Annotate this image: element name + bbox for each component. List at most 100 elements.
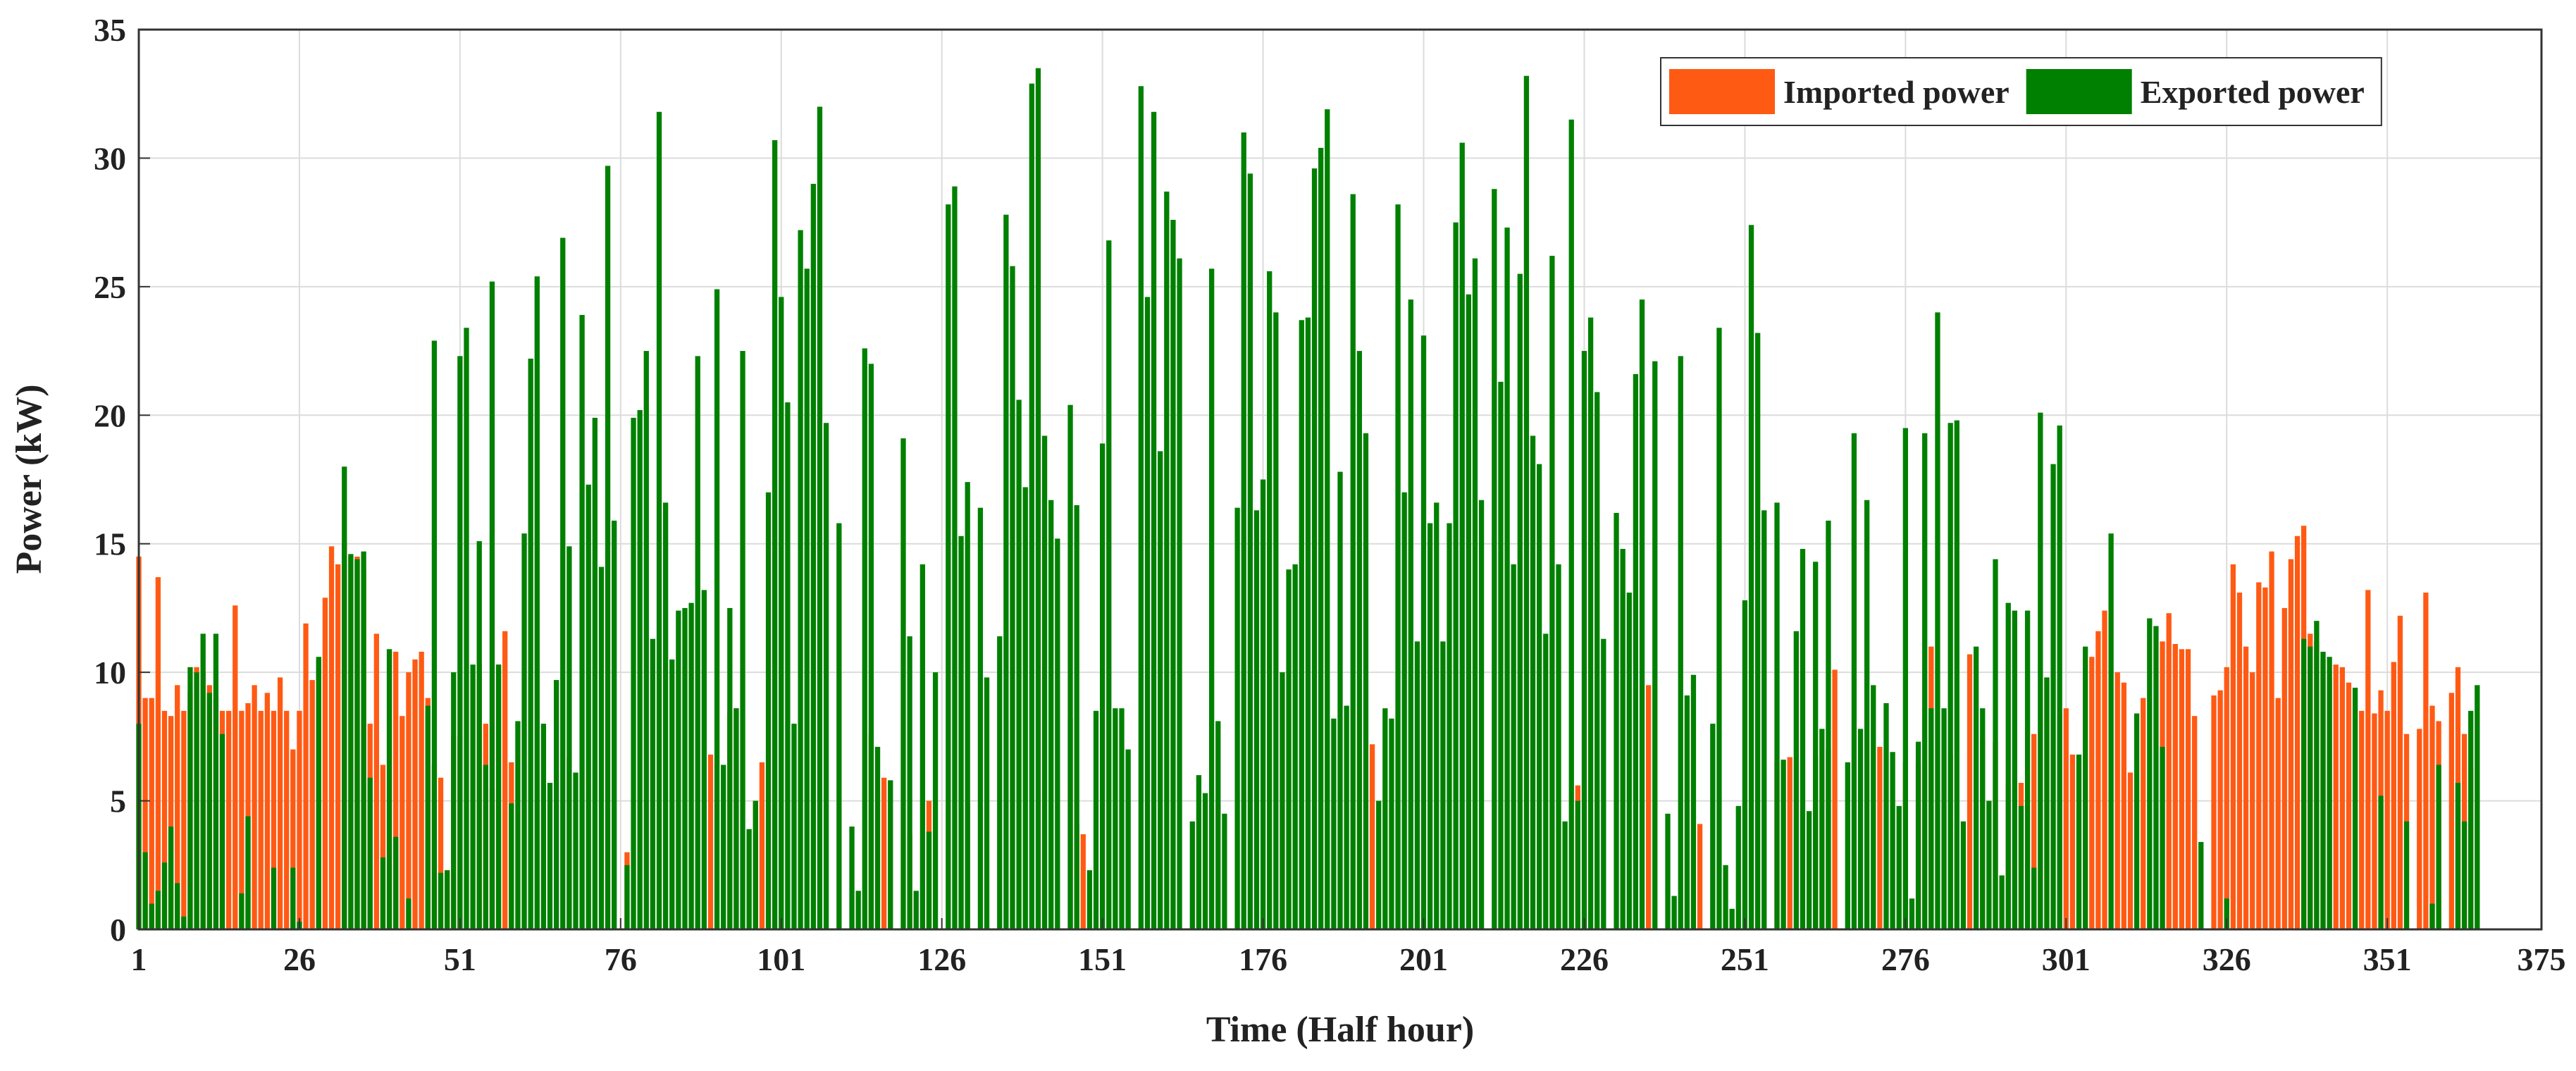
bar	[984, 677, 990, 929]
bar	[2314, 621, 2320, 929]
bar	[1389, 718, 1394, 929]
x-tick-label: 126	[917, 941, 966, 977]
x-tick-label: 151	[1078, 941, 1127, 977]
x-tick-label: 301	[2042, 941, 2091, 977]
bar	[1755, 333, 1761, 929]
bar	[1928, 708, 1934, 929]
bar	[168, 716, 174, 929]
y-tick-label: 10	[94, 655, 126, 691]
bar	[2448, 693, 2454, 929]
bar	[1986, 800, 1992, 929]
bar	[977, 507, 984, 929]
bar	[342, 466, 347, 929]
bar	[1652, 361, 1658, 929]
bar	[1723, 865, 1728, 929]
bar	[663, 502, 669, 929]
bar	[1761, 510, 1767, 929]
bar	[271, 710, 277, 929]
bar	[1125, 749, 1131, 929]
bar	[1877, 746, 1883, 929]
bar	[2063, 708, 2069, 929]
bar	[1267, 271, 1272, 930]
bar	[457, 356, 463, 930]
bar	[2224, 898, 2229, 929]
bar	[142, 852, 148, 929]
bar	[2057, 425, 2062, 929]
bar	[393, 651, 399, 929]
bar	[1164, 191, 1170, 929]
bar	[1967, 654, 1973, 929]
bar	[2359, 710, 2365, 929]
bar	[1781, 760, 1786, 929]
bar	[804, 268, 810, 929]
bar	[1395, 204, 1401, 930]
bar	[1414, 641, 1420, 929]
bar	[779, 297, 784, 929]
y-axis-title: Power (kW)	[9, 384, 49, 574]
bar	[2024, 610, 2031, 929]
bar	[2475, 685, 2480, 929]
bar	[2050, 464, 2056, 929]
bar	[637, 409, 643, 929]
bar	[1568, 119, 1574, 930]
bar	[946, 204, 951, 930]
legend-box	[1660, 57, 2382, 126]
bar	[175, 685, 180, 929]
bar	[1331, 718, 1337, 929]
bar	[1684, 695, 1690, 929]
bar	[1222, 813, 1227, 929]
bar	[226, 710, 232, 929]
bar	[1511, 564, 1516, 929]
bar	[836, 523, 842, 929]
bar	[168, 827, 174, 929]
bar	[1871, 685, 1876, 929]
bar	[2121, 682, 2126, 929]
bar	[740, 351, 745, 930]
bar	[759, 762, 765, 929]
bar	[335, 564, 341, 929]
bar	[380, 764, 386, 929]
bar	[2153, 626, 2159, 929]
bar	[425, 705, 431, 929]
bar	[817, 106, 823, 929]
x-tick-label: 1	[131, 941, 147, 977]
bar	[1832, 669, 1838, 929]
bar	[855, 891, 861, 929]
legend-swatch	[2026, 69, 2132, 114]
bar	[328, 546, 335, 929]
y-tick-label: 0	[110, 912, 126, 948]
bar	[1646, 685, 1652, 929]
bar	[239, 710, 244, 929]
bar	[1922, 433, 1928, 929]
bar	[1067, 404, 1073, 929]
bar	[386, 649, 392, 929]
bar	[688, 602, 694, 929]
y-tick-label: 35	[94, 12, 126, 48]
bar	[2141, 698, 2146, 929]
bar	[2160, 746, 2165, 929]
bar	[900, 438, 906, 929]
bar	[1671, 896, 1677, 929]
bar	[354, 559, 360, 929]
bar	[2269, 551, 2274, 929]
bar	[2236, 593, 2243, 929]
x-tick-label: 51	[444, 941, 476, 977]
bar	[1093, 710, 1099, 929]
bar	[361, 551, 366, 929]
bar	[1530, 435, 1536, 929]
bar	[1453, 222, 1459, 930]
bar	[309, 680, 315, 929]
bar	[2243, 646, 2249, 929]
bar	[400, 716, 405, 929]
bar	[438, 872, 444, 929]
bar	[445, 870, 450, 929]
bar	[1941, 708, 1947, 929]
bar	[1209, 268, 1215, 929]
bar	[721, 764, 726, 929]
bar	[1074, 504, 1079, 929]
bar	[1029, 83, 1034, 930]
bar	[1851, 433, 1857, 929]
bar	[534, 276, 540, 930]
bar	[1253, 510, 1260, 929]
bar	[1247, 173, 1253, 929]
